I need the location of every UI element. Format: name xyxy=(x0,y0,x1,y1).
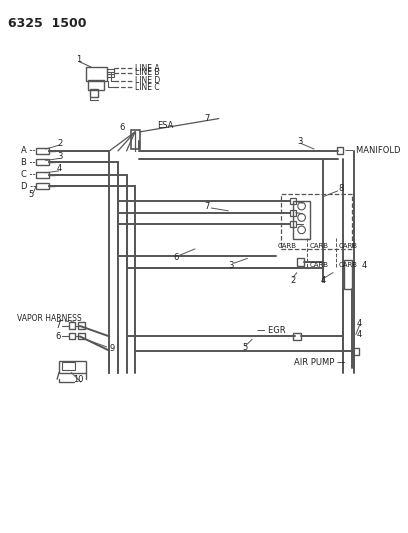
Bar xyxy=(106,69,114,72)
Text: CARB: CARB xyxy=(278,243,297,249)
Text: 3: 3 xyxy=(297,137,302,146)
Text: 6325  1500: 6325 1500 xyxy=(8,17,86,30)
Bar xyxy=(69,333,75,340)
Text: 3: 3 xyxy=(228,261,234,270)
Bar xyxy=(69,322,75,329)
Text: 6: 6 xyxy=(55,332,60,341)
Bar xyxy=(89,79,104,90)
Text: 7: 7 xyxy=(204,114,210,123)
Bar xyxy=(290,221,296,227)
Bar xyxy=(290,210,296,216)
Text: 2: 2 xyxy=(57,139,62,148)
Bar xyxy=(293,333,301,340)
Bar xyxy=(36,159,49,165)
Bar xyxy=(290,198,296,204)
Text: — MANIFOLD: — MANIFOLD xyxy=(345,147,401,156)
Bar xyxy=(86,67,106,80)
Bar xyxy=(293,201,310,239)
Bar xyxy=(36,183,49,189)
Bar xyxy=(36,172,49,177)
Text: 4: 4 xyxy=(357,330,362,339)
Text: — EGR: — EGR xyxy=(257,326,286,335)
Text: B --: B -- xyxy=(21,158,35,167)
Text: 4: 4 xyxy=(321,276,326,285)
Bar xyxy=(91,89,98,96)
Text: 6: 6 xyxy=(173,253,179,262)
Bar xyxy=(344,260,352,289)
Text: 4: 4 xyxy=(361,261,367,270)
Text: 4: 4 xyxy=(57,165,62,173)
Text: CARB: CARB xyxy=(309,243,328,249)
Text: CARB: CARB xyxy=(309,262,328,268)
Bar xyxy=(131,130,140,149)
Bar xyxy=(281,193,352,249)
Text: 9: 9 xyxy=(109,344,115,353)
Text: 8: 8 xyxy=(339,184,344,193)
Text: 7: 7 xyxy=(55,321,60,330)
Text: LINE B: LINE B xyxy=(135,68,160,77)
Text: 5: 5 xyxy=(29,190,34,199)
Bar xyxy=(297,259,304,266)
Text: D --: D -- xyxy=(21,182,36,191)
Text: CARB: CARB xyxy=(339,262,358,268)
Text: 1: 1 xyxy=(76,55,81,64)
Text: LINE D: LINE D xyxy=(135,76,160,85)
Bar xyxy=(36,148,49,154)
Text: C --: C -- xyxy=(21,170,35,179)
Text: LINE A: LINE A xyxy=(135,63,160,72)
Text: 5: 5 xyxy=(243,343,248,352)
Bar xyxy=(337,147,344,154)
Text: 10: 10 xyxy=(73,375,83,384)
Text: AIR PUMP —: AIR PUMP — xyxy=(294,358,345,367)
Text: 6: 6 xyxy=(119,123,124,132)
Text: LINE C: LINE C xyxy=(135,83,160,92)
Bar xyxy=(62,362,75,370)
Bar xyxy=(78,322,85,329)
Text: ESA: ESA xyxy=(157,120,173,130)
Text: 7: 7 xyxy=(204,201,210,211)
Text: 4: 4 xyxy=(357,319,362,328)
Text: CARB: CARB xyxy=(339,243,358,249)
Bar xyxy=(78,333,85,340)
Text: A --: A -- xyxy=(21,147,35,156)
Bar xyxy=(106,74,114,77)
Bar xyxy=(352,348,359,354)
Text: 3: 3 xyxy=(57,152,62,161)
Text: 2: 2 xyxy=(290,276,295,285)
Text: VAPOR HARNESS: VAPOR HARNESS xyxy=(17,314,82,323)
Bar xyxy=(59,361,86,373)
